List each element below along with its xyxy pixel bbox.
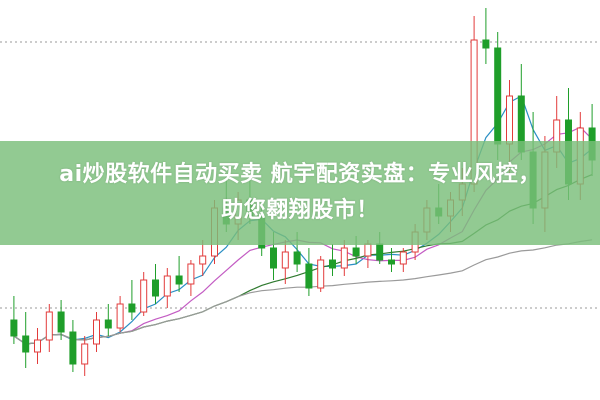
candle-body (81, 343, 89, 365)
candle-body (293, 251, 301, 265)
candle-body (388, 259, 395, 265)
candle (329, 244, 336, 276)
candle-body (270, 247, 277, 269)
candle (128, 280, 136, 320)
candle-body (34, 339, 41, 353)
candle-body (305, 263, 313, 289)
candle-body (152, 279, 159, 297)
candle-body (10, 319, 18, 337)
candle (305, 248, 313, 296)
candle (81, 336, 89, 376)
candle (45, 304, 53, 352)
candle (57, 300, 65, 340)
headline-line-1: ai炒股软件自动买卖 航宇配资实盘：专业风控， (59, 162, 541, 187)
candle-body (69, 331, 77, 365)
candle-body (45, 311, 53, 341)
candle-body (163, 275, 171, 297)
candle (163, 268, 171, 308)
candle (93, 312, 100, 352)
candle-body (482, 39, 490, 49)
candle-body (175, 275, 183, 285)
ma60-line (13, 239, 593, 345)
headline-line-2: 助您翱翔股市！ (221, 198, 379, 223)
candle-body (317, 259, 325, 289)
candle (116, 296, 124, 332)
headline-banner: ai炒股软件自动买卖 航宇配资实盘：专业风控， 助您翱翔股市！ (0, 141, 600, 245)
candle-body (329, 259, 336, 269)
candle-body (399, 251, 407, 265)
candle (34, 328, 41, 364)
candle-body (93, 319, 100, 345)
candle-body (187, 263, 195, 285)
candle-body (116, 303, 124, 329)
candle (104, 304, 112, 336)
candle (388, 248, 395, 272)
candle-body (352, 247, 360, 257)
candle-body (364, 243, 372, 257)
candle-body (57, 311, 65, 333)
candle-body (494, 47, 502, 145)
candle-body (104, 319, 112, 329)
candle (22, 312, 30, 368)
candle (152, 264, 159, 304)
candle-body (281, 251, 289, 269)
candle-body (340, 247, 348, 269)
candle (175, 256, 183, 292)
candle-body (199, 255, 207, 265)
candle-body (506, 95, 513, 145)
candle (199, 240, 207, 276)
candle (482, 8, 490, 64)
candle-body (376, 243, 384, 261)
candle (399, 248, 407, 272)
candle-body (128, 303, 136, 313)
candle-body (140, 279, 148, 313)
candle (69, 320, 77, 372)
candle (281, 240, 289, 284)
candle (10, 296, 18, 344)
candle-body (22, 335, 30, 353)
candle (340, 240, 348, 276)
candle (317, 256, 325, 292)
candle (187, 260, 195, 296)
candle (140, 272, 148, 316)
